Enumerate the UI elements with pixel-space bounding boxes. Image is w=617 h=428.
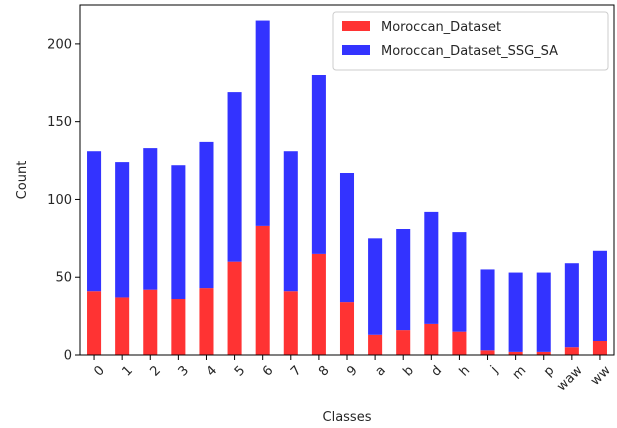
x-tick-label-7: 7: [288, 363, 304, 379]
bar-moroccan-dataset-0: [87, 291, 102, 355]
bar-moroccan-dataset-ssg-sa-9: [339, 173, 355, 303]
legend-swatch-moroccan-dataset-ssg-sa: [342, 45, 370, 55]
x-tick-label-waw: waw: [554, 363, 586, 395]
bar-moroccan-dataset-p: [536, 351, 551, 355]
bar-moroccan-dataset-4: [199, 288, 214, 355]
bar-moroccan-dataset-j: [480, 350, 495, 355]
x-tick-label-1: 1: [119, 363, 135, 379]
bar-moroccan-dataset-ssg-sa-8: [311, 75, 326, 254]
bar-moroccan-dataset-m: [508, 351, 523, 355]
x-tick-label-p: p: [541, 363, 557, 379]
bar-moroccan-dataset-waw: [564, 347, 579, 355]
bar-moroccan-dataset-h: [452, 331, 467, 355]
x-tick-label-8: 8: [316, 363, 332, 379]
bar-moroccan-dataset-ssg-sa-b: [396, 229, 411, 331]
bar-moroccan-dataset-ssg-sa-2: [143, 148, 158, 290]
bar-moroccan-dataset-ssg-sa-j: [480, 269, 495, 351]
legend-label-moroccan-dataset: Moroccan_Dataset: [381, 20, 501, 35]
bars-group: [87, 20, 607, 355]
x-tick-label-2: 2: [148, 363, 164, 379]
legend-label-moroccan-dataset-ssg-sa: Moroccan_Dataset_SSG_SA: [381, 44, 558, 59]
y-tick-label: 100: [47, 193, 72, 208]
x-tick-label-d: d: [429, 363, 445, 379]
y-tick-label: 200: [47, 37, 72, 52]
x-tick-label-m: m: [510, 363, 530, 383]
bar-moroccan-dataset-ssg-sa-h: [452, 232, 467, 332]
bar-moroccan-dataset-2: [143, 289, 158, 355]
bar-moroccan-dataset-b: [396, 330, 411, 355]
bar-moroccan-dataset-ssg-sa-p: [536, 272, 551, 352]
bar-moroccan-dataset-d: [424, 323, 439, 355]
bar-moroccan-dataset-9: [339, 302, 355, 355]
bar-moroccan-dataset-7: [283, 291, 298, 355]
y-axis: 0 50 100 150 200: [47, 37, 80, 364]
x-tick-label-ww: ww: [588, 363, 614, 389]
bar-moroccan-dataset-a: [368, 334, 383, 355]
legend: Moroccan_Dataset Moroccan_Dataset_SSG_SA: [332, 11, 609, 71]
bar-moroccan-dataset-ssg-sa-d: [424, 211, 439, 324]
x-tick-label-b: b: [400, 363, 416, 379]
y-axis-label: Count: [15, 161, 30, 200]
bar-moroccan-dataset-ssg-sa-5: [227, 92, 242, 262]
x-tick-label-9: 9: [344, 363, 360, 379]
bar-moroccan-dataset-1: [115, 297, 130, 355]
y-tick-label: 0: [64, 349, 72, 364]
legend-swatch-moroccan-dataset: [342, 21, 370, 31]
x-axis-label: Classes: [323, 410, 372, 425]
legend-box: [332, 11, 609, 71]
bar-moroccan-dataset-ssg-sa-1: [115, 162, 130, 298]
bar-moroccan-dataset-ssg-sa-3: [171, 165, 186, 299]
bar-moroccan-dataset-ww: [592, 341, 607, 355]
plot-frame: [79, 4, 615, 356]
y-tick-label: 150: [47, 115, 72, 130]
x-tick-label-3: 3: [176, 363, 192, 379]
bar-moroccan-dataset-6: [255, 225, 270, 355]
x-tick-label-6: 6: [260, 363, 276, 379]
bar-moroccan-dataset-ssg-sa-7: [283, 151, 298, 292]
bar-moroccan-dataset-ssg-sa-ww: [592, 250, 607, 341]
bar-moroccan-dataset-8: [311, 253, 326, 355]
x-tick-label-a: a: [373, 363, 389, 379]
bar-moroccan-dataset-3: [171, 299, 186, 355]
bar-moroccan-dataset-ssg-sa-6: [255, 20, 270, 226]
bar-moroccan-dataset-ssg-sa-a: [368, 238, 383, 335]
bar-moroccan-dataset-ssg-sa-waw: [564, 263, 579, 348]
bar-moroccan-dataset-ssg-sa-4: [199, 141, 214, 289]
x-tick-label-5: 5: [232, 363, 248, 379]
bar-moroccan-dataset-ssg-sa-0: [87, 151, 102, 292]
bar-moroccan-dataset-5: [227, 261, 242, 355]
bar-moroccan-dataset-ssg-sa-m: [508, 272, 523, 352]
x-tick-label-h: h: [457, 363, 473, 379]
x-tick-label-0: 0: [91, 363, 107, 379]
x-tick-label-4: 4: [204, 363, 220, 379]
y-tick-label: 50: [55, 271, 72, 286]
x-tick-label-j: j: [487, 363, 501, 377]
